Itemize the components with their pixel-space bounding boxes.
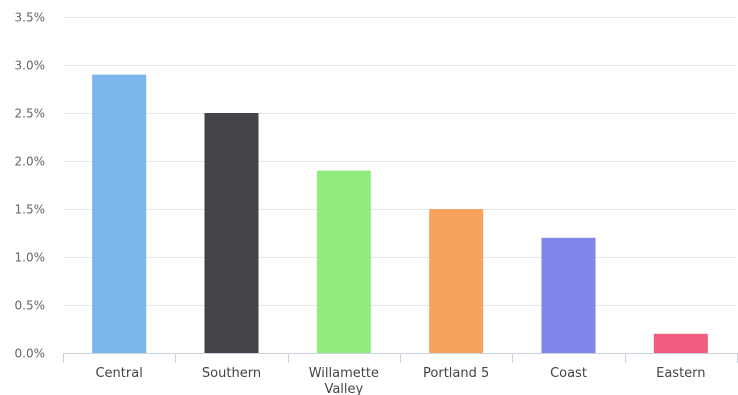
- gridlines: [63, 17, 737, 306]
- y-axis: 0.0% 0.5% 1.0% 1.5% 2.0% 2.5% 3.0% 3.5%: [15, 11, 46, 361]
- x-tick-label: Eastern: [656, 366, 705, 381]
- bar[interactable]: [92, 74, 147, 353]
- y-tick-label: 0.0%: [15, 347, 46, 361]
- bar[interactable]: [204, 113, 259, 353]
- y-tick-label: 3.5%: [15, 11, 46, 25]
- x-tick-label: Southern: [202, 366, 261, 381]
- x-tick-label: Coast: [550, 366, 587, 381]
- y-tick-label: 2.5%: [15, 107, 46, 121]
- bar[interactable]: [429, 209, 484, 353]
- y-tick-label: 3.0%: [15, 59, 46, 73]
- bar[interactable]: [653, 333, 708, 353]
- y-tick-label: 1.0%: [15, 251, 46, 265]
- y-tick-label: 0.5%: [15, 299, 46, 313]
- bars: [92, 74, 708, 353]
- x-axis: Central Southern Willamette Valley Portland …: [63, 353, 738, 395]
- x-tick-label: Central: [95, 366, 142, 381]
- x-tick-label: Willamette Valley: [309, 366, 379, 395]
- y-tick-label: 1.5%: [15, 203, 46, 217]
- x-tick-label: Portland 5: [423, 366, 489, 381]
- bar[interactable]: [541, 237, 596, 353]
- y-tick-label: 2.0%: [15, 155, 46, 169]
- bar[interactable]: [316, 170, 371, 353]
